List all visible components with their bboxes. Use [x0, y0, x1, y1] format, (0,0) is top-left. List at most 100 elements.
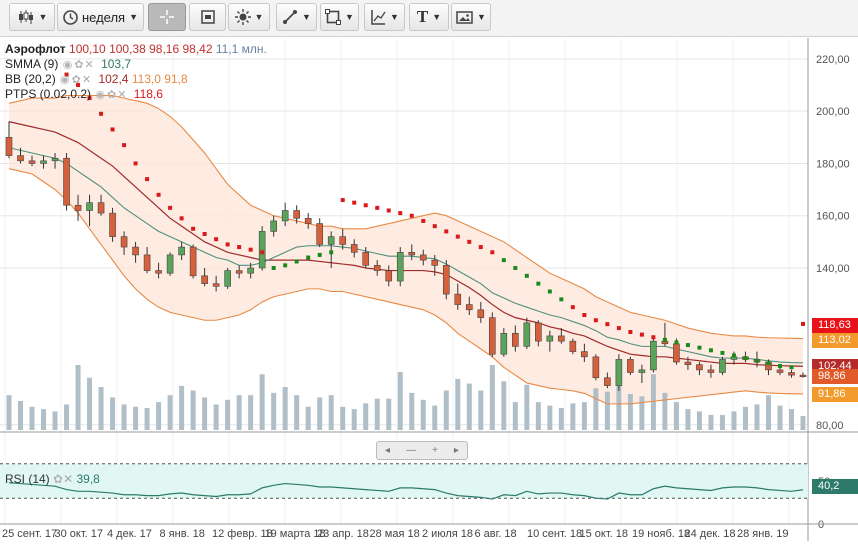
legend-bb: BB (20,2) ◉ ✿✕ 102,4 113,0 91,8: [5, 72, 188, 87]
ptps-dot: [64, 72, 69, 77]
volume-bar: [110, 397, 116, 430]
ptps-dot: [777, 363, 782, 368]
zoom-out-button[interactable]: —: [406, 445, 417, 456]
candle-body: [189, 246, 197, 277]
candle-body: [604, 377, 611, 386]
date-tick-label: 8 янв. 18: [160, 528, 205, 540]
legend-ticker: Аэрофлот 100,10 100,38 98,16 98,42 11,1 …: [5, 42, 267, 56]
ptps-dot: [685, 343, 690, 348]
ptps-dot: [478, 245, 483, 250]
gear-icon[interactable]: ✿: [74, 59, 84, 71]
chevron-down-icon: ▼: [38, 12, 48, 22]
chart-type-button[interactable]: ▼: [9, 3, 55, 31]
volume-bar: [673, 402, 679, 430]
legend-low: 98,16: [149, 42, 180, 56]
chevron-down-icon: ▼: [302, 12, 311, 22]
close-icon[interactable]: ✕: [117, 89, 127, 101]
volume-bar: [351, 409, 357, 430]
gear-icon[interactable]: ✿: [53, 472, 64, 486]
text-button[interactable]: T ▼: [409, 3, 449, 31]
candle-body: [235, 270, 243, 274]
scroll-left-button[interactable]: ◂: [385, 445, 391, 456]
image-button[interactable]: ▼: [451, 3, 491, 31]
period-dropdown[interactable]: неделя ▼: [57, 3, 144, 31]
volume-bar: [765, 395, 771, 430]
indicators-button[interactable]: ▼: [228, 3, 270, 31]
candle-body: [684, 361, 692, 365]
candle-body: [419, 254, 427, 261]
candle-body: [201, 275, 208, 284]
eye-icon[interactable]: ◉: [60, 74, 70, 86]
candle-body: [512, 333, 519, 347]
close-icon[interactable]: ✕: [63, 472, 74, 486]
volume-bar: [639, 396, 645, 430]
zoom-in-button[interactable]: +: [432, 445, 438, 456]
candle-body: [143, 254, 151, 271]
volume-bar: [156, 402, 162, 430]
volume-bar: [581, 402, 587, 430]
frame-button[interactable]: [189, 3, 226, 31]
volume-bar: [512, 402, 518, 430]
chevron-down-icon: ▼: [345, 12, 354, 22]
ptps-dot: [628, 330, 633, 334]
close-icon[interactable]: ✕: [81, 74, 92, 86]
trendline-button[interactable]: ▼: [276, 3, 317, 31]
crosshair-button[interactable]: [148, 3, 186, 31]
ptps-dot: [501, 258, 506, 263]
date-tick-label: 19 марта 18: [265, 528, 326, 540]
ptps-dot: [122, 143, 127, 148]
price-chart[interactable]: 220,00200,00180,00160,00140,0080,0050025…: [0, 38, 858, 541]
candle-body: [212, 283, 220, 287]
volume-bar: [708, 414, 714, 430]
date-tick-label: 30 окт. 17: [55, 528, 104, 540]
candle-body: [799, 374, 807, 377]
bb-low-value: 91,8: [164, 72, 188, 86]
chevron-down-icon: ▼: [432, 12, 442, 22]
ptps-dot: [662, 337, 667, 342]
volume-bar: [179, 385, 185, 430]
volume-bar: [409, 392, 415, 430]
ptps-dot: [87, 96, 92, 101]
date-tick-label: 12 февр. 18: [212, 528, 273, 540]
ptps-dot: [559, 297, 564, 302]
ptps-dot: [329, 250, 334, 255]
candle-body: [224, 270, 231, 287]
scroll-right-button[interactable]: ▸: [453, 445, 459, 456]
volume-bar: [340, 406, 346, 430]
smma-name: SMMA (9): [5, 57, 59, 71]
image-icon: [456, 10, 473, 24]
date-tick-label: 28 янв. 19: [737, 528, 789, 540]
fibonacci-button[interactable]: ▼: [364, 3, 405, 31]
candle-body: [696, 364, 703, 371]
eye-icon[interactable]: ◉: [62, 59, 73, 71]
candle-body: [431, 259, 439, 266]
candle-body: [97, 202, 105, 214]
price-tick-label: 200,00: [816, 106, 850, 118]
candle-body: [569, 340, 577, 352]
legend-high: 100,38: [109, 42, 146, 56]
candle-body: [638, 369, 646, 373]
close-icon[interactable]: ✕: [84, 59, 94, 71]
date-tick-label: 2 июля 18: [422, 528, 473, 540]
rsi-name: RSI (14): [5, 472, 50, 486]
volume-bar: [305, 406, 311, 430]
ptps-dot: [513, 265, 518, 270]
chart-area[interactable]: 220,00200,00180,00160,00140,0080,0050025…: [0, 38, 858, 541]
gear-icon[interactable]: ✿: [107, 89, 117, 101]
candle-body: [86, 202, 93, 211]
candle-body: [28, 160, 36, 164]
candle-body: [109, 212, 116, 237]
crosshair-icon: [160, 10, 174, 24]
eye-icon[interactable]: ◉: [95, 89, 105, 101]
candle-body: [17, 155, 24, 162]
candle-body: [258, 231, 266, 269]
ptps-price-label: 118,63: [812, 318, 858, 333]
shape-button[interactable]: ▼: [320, 3, 359, 31]
fibonacci-icon: [371, 10, 386, 25]
candle-body: [350, 244, 358, 253]
gear-icon[interactable]: ✿: [71, 74, 81, 86]
ptps-dot: [363, 203, 368, 208]
candle-body: [270, 220, 277, 232]
candle-body: [581, 351, 588, 358]
rsi-value-label: 40,2: [812, 479, 858, 494]
